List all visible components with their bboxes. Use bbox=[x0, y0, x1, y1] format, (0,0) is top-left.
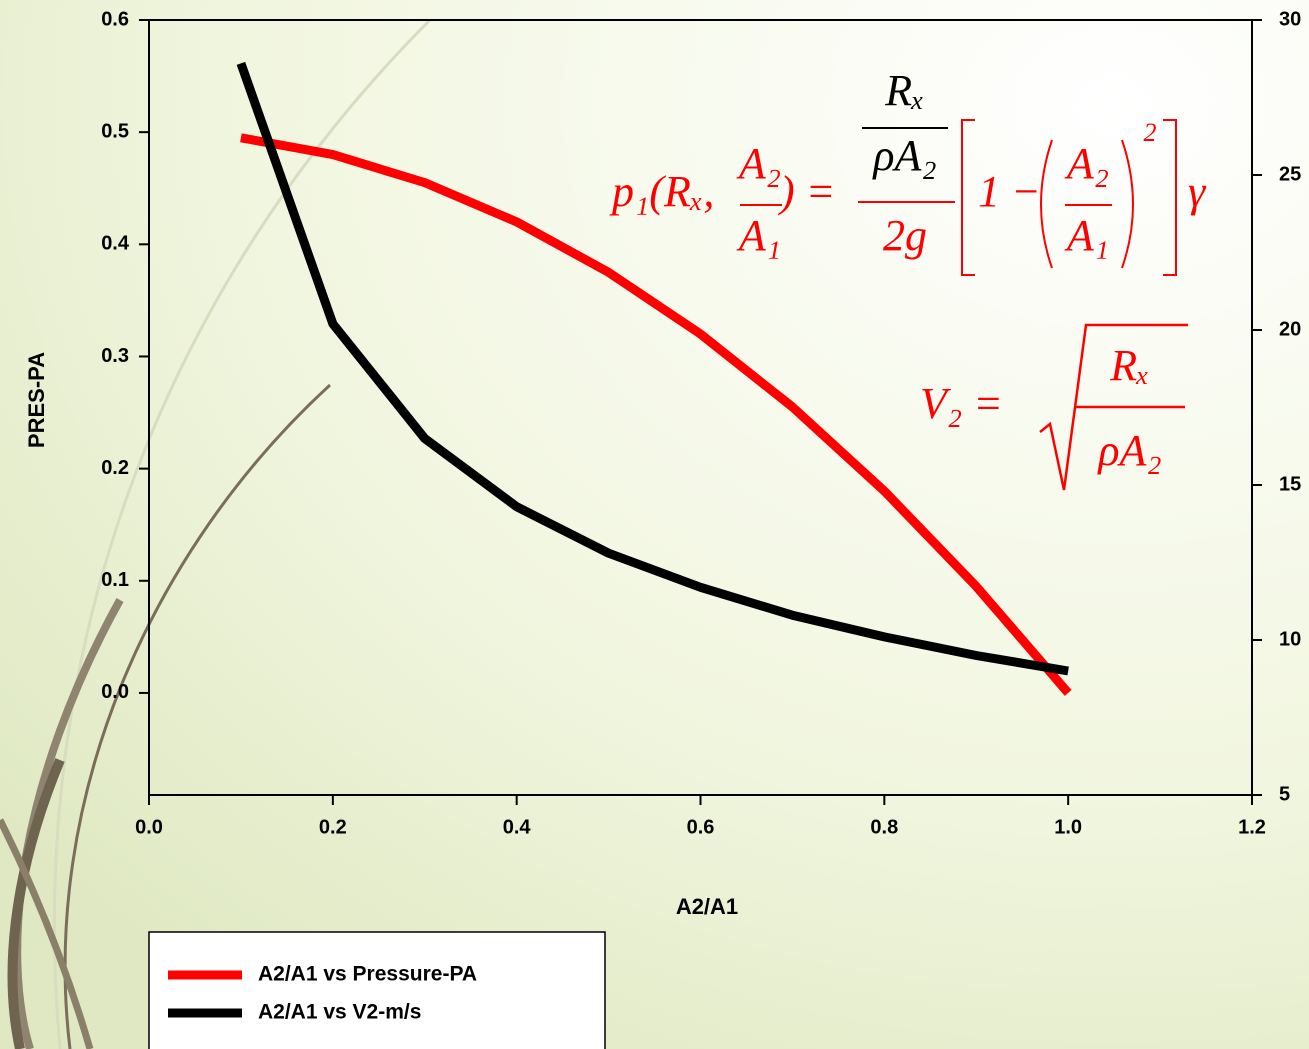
x-axis-title: A2/A1 bbox=[676, 894, 738, 919]
y-tick-label: 0.6 bbox=[101, 8, 129, 30]
series-line bbox=[240, 133, 1072, 696]
formula-velocity: V₂ = Rₓ ρA₂ bbox=[920, 323, 1188, 491]
y-tick-label: 0.4 bbox=[101, 233, 130, 255]
formula-pressure: p₁(Rₓ, A₂ A₁ ) = Rₓ ρA₂ 2g 1 − A₂ A₁ 2 γ bbox=[609, 66, 1207, 276]
y2-tick-label: 10 bbox=[1279, 628, 1301, 650]
formula-text: 2g bbox=[883, 211, 927, 260]
formula-text: ) = bbox=[777, 167, 835, 216]
formula-text: V₂ = bbox=[920, 379, 1003, 428]
y-tick-label: 0.0 bbox=[101, 681, 129, 703]
formula-text: A₂ bbox=[736, 139, 781, 188]
y2-tick-label: 25 bbox=[1279, 163, 1301, 185]
x-tick-label: 0.2 bbox=[319, 816, 347, 838]
legend-label: A2/A1 vs Pressure-PA bbox=[258, 963, 477, 986]
formula-text: Rₓ bbox=[1109, 341, 1149, 390]
y2-tick-label: 5 bbox=[1279, 783, 1290, 805]
formula-text: A₂ bbox=[1064, 139, 1109, 188]
y2-tick-label: 30 bbox=[1279, 8, 1301, 30]
formula-text: A₁ bbox=[736, 211, 781, 260]
y-tick-label: 0.5 bbox=[101, 120, 129, 142]
x-tick-label: 1.0 bbox=[1054, 816, 1082, 838]
formula-text: 1 − bbox=[978, 167, 1041, 216]
y-tick-label: 0.3 bbox=[101, 345, 129, 367]
x-tick-label: 0.0 bbox=[135, 816, 163, 838]
x-tick-label: 0.4 bbox=[503, 816, 532, 838]
legend: A2/A1 vs Pressure-PA A2/A1 vs V2-m/s bbox=[148, 931, 606, 1049]
legend-label: A2/A1 vs V2-m/s bbox=[258, 1001, 421, 1024]
y-tick-label: 0.2 bbox=[101, 457, 129, 479]
formula-text: ρA₂ bbox=[871, 131, 936, 180]
x-tick-label: 0.6 bbox=[687, 816, 715, 838]
formula-strokes bbox=[1039, 323, 1188, 491]
x-tick-label: 1.2 bbox=[1238, 816, 1266, 838]
x-tick-label: 0.8 bbox=[870, 816, 898, 838]
formula-text: γ bbox=[1188, 167, 1207, 216]
y-axis-title: PRES-PA bbox=[24, 352, 49, 448]
formula-text: Rₓ bbox=[884, 66, 924, 115]
y2-tick-label: 20 bbox=[1279, 318, 1301, 340]
formula-text: ρA₂ bbox=[1096, 426, 1161, 475]
legend-box bbox=[148, 931, 606, 1049]
decoration bbox=[0, 18, 432, 1049]
y-tick-label: 0.1 bbox=[101, 569, 129, 591]
formula-text: 2 bbox=[1144, 118, 1157, 147]
formula-text: p₁(Rₓ, bbox=[609, 167, 714, 216]
formula-text: A₁ bbox=[1064, 211, 1109, 260]
series-line bbox=[236, 61, 1069, 676]
formula-strokes bbox=[740, 119, 1177, 276]
y2-tick-label: 15 bbox=[1279, 473, 1301, 495]
